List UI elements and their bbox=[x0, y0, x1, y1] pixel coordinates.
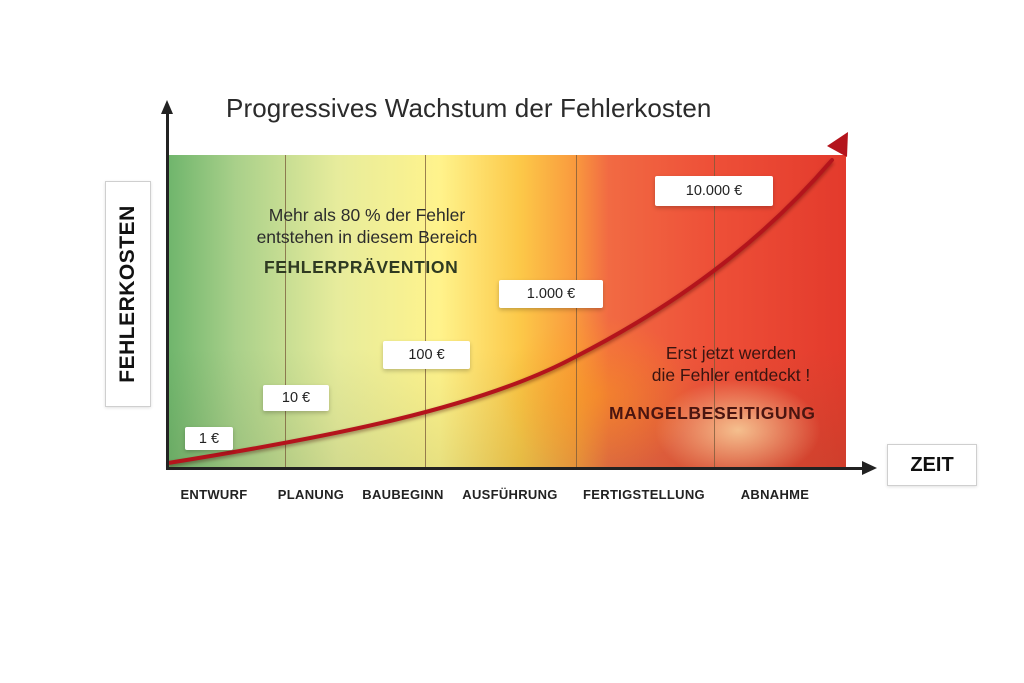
phase-label-baubeginn: BAUBEGINN bbox=[362, 487, 444, 502]
x-axis bbox=[166, 467, 863, 470]
y-axis-arrow bbox=[161, 100, 173, 114]
phase-label-abnahme: ABNAHME bbox=[740, 487, 810, 502]
prevention-zone-label: FEHLERPRÄVENTION bbox=[264, 257, 459, 277]
phase-label-entwurf: ENTWURF bbox=[180, 487, 248, 502]
prevention-note: Mehr als 80 % der Fehler entstehen in di… bbox=[256, 205, 478, 247]
curve-arrowhead bbox=[827, 132, 848, 157]
phase-divider bbox=[285, 155, 286, 468]
cost-label-10: 10 € bbox=[263, 385, 329, 411]
cost-label-100: 100 € bbox=[383, 341, 470, 369]
phase-divider bbox=[425, 155, 426, 468]
y-axis-label: FEHLERKOSTEN bbox=[116, 205, 139, 383]
phase-label-planung: PLANUNG bbox=[277, 487, 345, 502]
cost-label-1: 1 € bbox=[185, 427, 233, 450]
phase-label-ausfuehrung: AUSFÜHRUNG bbox=[462, 487, 558, 502]
diagram-title: Progressives Wachstum der Fehlerkosten bbox=[226, 93, 712, 123]
y-axis-label-box: FEHLERKOSTEN bbox=[105, 181, 151, 407]
cost-label-1000: 1.000 € bbox=[499, 280, 603, 308]
x-axis-label: ZEIT bbox=[887, 444, 977, 486]
defect-note: Erst jetzt werden die Fehler entdeckt ! bbox=[651, 343, 811, 385]
phase-divider bbox=[576, 155, 577, 468]
phase-label-fertigstellung: FERTIGSTELLUNG bbox=[583, 487, 705, 502]
x-axis-arrow bbox=[862, 461, 877, 475]
cost-label-10000: 10.000 € bbox=[655, 176, 773, 206]
defect-zone-label: MANGELBESEITIGUNG bbox=[609, 403, 816, 423]
y-axis bbox=[166, 112, 169, 470]
